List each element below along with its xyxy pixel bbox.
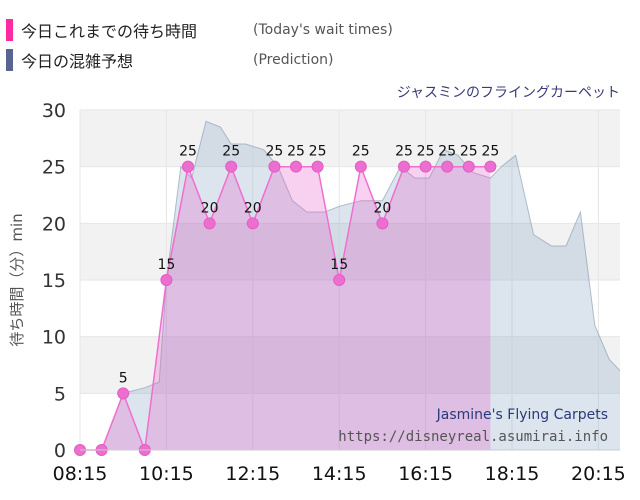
x-tick-label: 18:15 [485,463,540,485]
data-label: 25 [222,144,240,160]
today-point [419,160,432,173]
data-label: 20 [244,200,262,216]
today-point [441,160,454,173]
today-point [268,160,281,173]
x-tick-label: 12:15 [225,463,280,485]
y-tick-label: 5 [54,383,66,405]
today-point [225,160,238,173]
data-label: 20 [201,200,219,216]
x-tick-label: 08:15 [53,463,108,485]
today-point [398,160,410,173]
y-tick-label: 25 [42,157,66,179]
data-label: 15 [330,257,348,273]
data-label: 25 [438,144,456,160]
data-label: 25 [265,144,283,160]
legend-prediction-label: 今日の混雑予想 [21,52,134,71]
today-point [182,160,194,173]
y-tick-label: 30 [42,100,66,122]
data-label: 25 [287,144,305,160]
prediction-line [80,120,621,451]
y-tick-label: 10 [42,327,66,349]
today-area [80,166,491,450]
x-tick-label: 16:15 [398,463,453,485]
legend-prediction: 今日の混雑予想 (Prediction) [6,48,333,72]
data-label: 25 [417,144,435,160]
today-point [484,160,497,173]
data-label: 25 [179,144,197,160]
data-label: 25 [395,144,413,160]
today-point [246,217,259,230]
grid-band [80,393,620,450]
today-point [376,217,389,230]
today-point [117,387,130,400]
legend-prediction-desc: (Prediction) [253,52,334,68]
legend-today: 今日これまでの待ち時間 (Today's wait times) [6,18,393,42]
watermark-title: Jasmine's Flying Carpets [436,407,608,423]
y-tick-label: 20 [42,213,66,235]
data-label: 5 [119,370,128,386]
prediction-area [80,121,620,451]
today-point [203,217,216,230]
legend-today-desc: (Today's wait times) [253,22,393,38]
y-tick-label: 0 [54,440,66,462]
grid-band [80,280,620,337]
today-point [462,160,475,173]
x-tick-label: 14:15 [312,463,367,485]
data-label: 25 [460,144,478,160]
data-label: 25 [309,144,327,160]
y-tick-label: 15 [42,270,66,292]
attraction-name: ジャスミンのフライングカーペット [396,85,620,101]
data-label: 15 [157,257,175,273]
data-label: 20 [373,200,391,216]
today-point [311,160,324,173]
x-tick-label: 10:15 [139,463,194,485]
today-point [290,160,302,173]
today-point [333,274,346,286]
grid-band [80,336,620,394]
watermark-url: https://disneyreal.asumirai.info [338,429,608,445]
today-point [160,274,173,286]
legend-today-swatch [6,19,13,41]
grid-band [80,110,620,167]
grid-band [80,166,620,224]
x-tick-label: 20:15 [571,463,626,485]
legend-prediction-swatch [6,49,13,71]
data-label: 25 [352,144,370,160]
y-axis-label: 待ち時間（分）min [8,213,26,346]
today-point [354,160,367,173]
data-label: 25 [481,144,499,160]
legend-today-label: 今日これまでの待ち時間 [21,22,198,41]
